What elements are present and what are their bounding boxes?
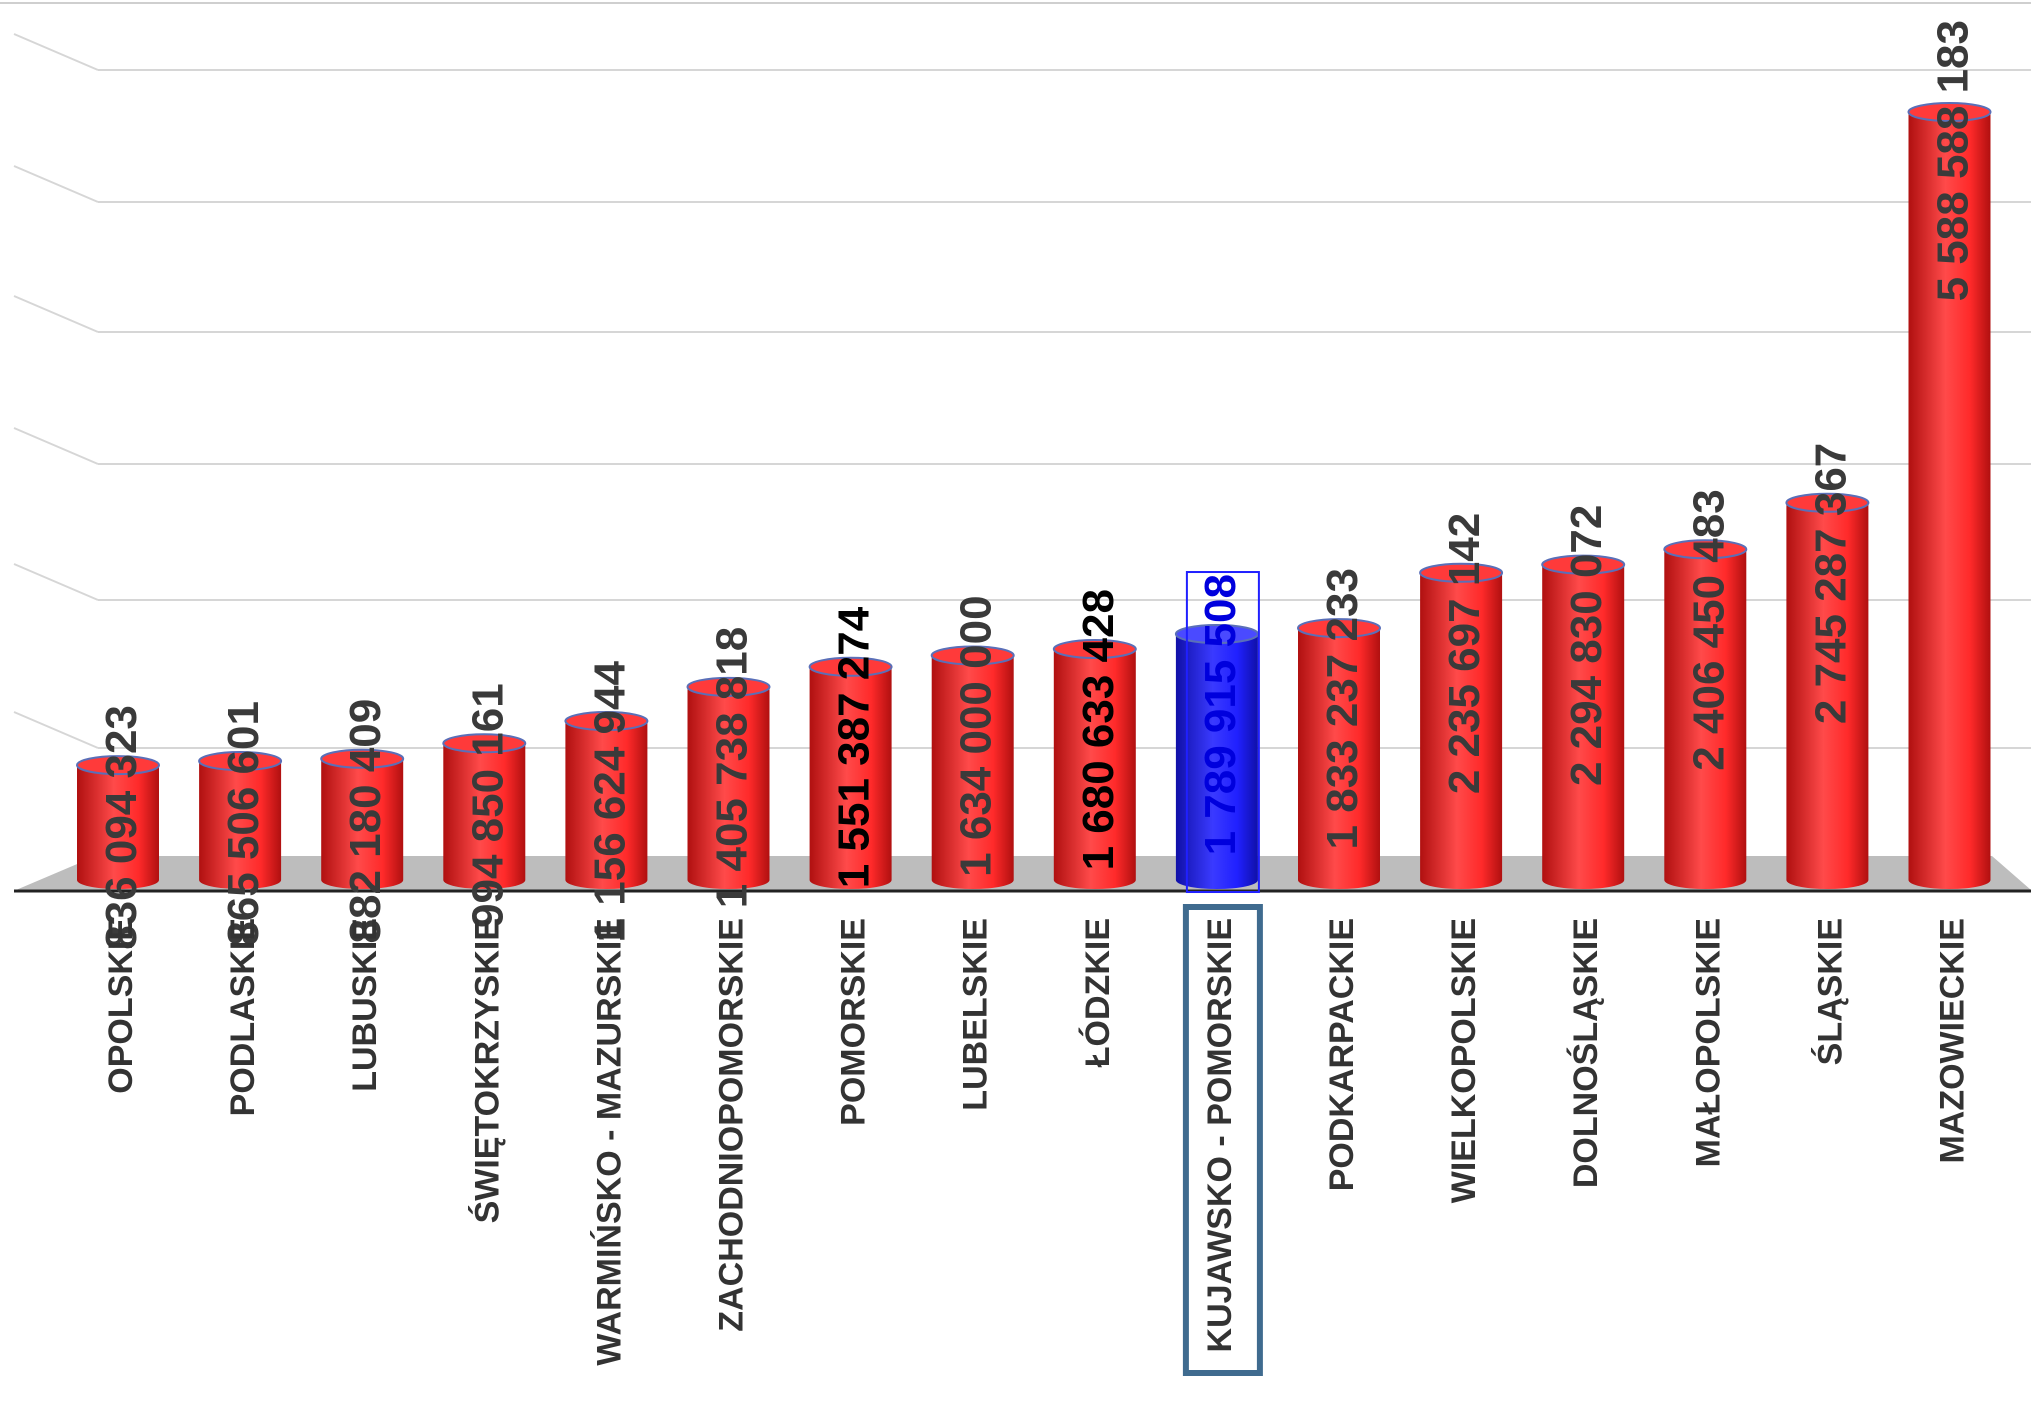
bar-7 [808, 656, 893, 889]
gridline-side [13, 711, 99, 749]
category-label-14: MAŁOPOLSKIE [1689, 918, 1727, 1167]
bar-body [1175, 634, 1258, 889]
category-label-5: WARMIŃSKO - MAZURSKIE [590, 918, 628, 1366]
bar-body [443, 743, 526, 889]
bar-top [1052, 639, 1137, 660]
category-label-15: ŚLĄSKIE [1811, 918, 1849, 1065]
category-label-2: PODLASKIE [224, 918, 262, 1116]
bar-top [1907, 102, 1992, 122]
bar-2 [198, 751, 283, 889]
category-label-11: PODKARPACKIE [1323, 918, 1361, 1191]
bar-16 [1907, 102, 1992, 889]
bar-12 [1419, 562, 1504, 889]
gridline-side [13, 563, 99, 601]
bar-top [198, 751, 283, 772]
bar-top [1785, 492, 1870, 513]
category-label-16: MAZOWIECKIE [1934, 918, 1972, 1164]
value-label-7: 1 551 387 274 [830, 606, 879, 888]
bar-11 [1297, 618, 1381, 889]
highlight-value-box [1185, 571, 1260, 894]
category-label-9: ŁÓDZKIE [1079, 918, 1117, 1067]
bar-body [321, 758, 404, 889]
bar-3 [320, 748, 405, 889]
gridline-side [13, 295, 99, 333]
bar-layer [76, 102, 1992, 889]
bar-10 [1174, 624, 1259, 889]
value-label-layer: 836 094 323 865 506 601 882 180 409 994 850… [97, 20, 1978, 950]
value-label-5: 1 156 624 944 [585, 661, 634, 943]
bar-5 [564, 711, 649, 889]
value-label-14: 2 406 450 483 [1684, 489, 1733, 770]
gridline-side [13, 33, 99, 71]
value-label-13: 2 294 830 072 [1562, 505, 1611, 786]
bar-body [1542, 564, 1625, 889]
bar-top [320, 748, 405, 769]
bar-body [199, 761, 282, 889]
category-label-8: LUBELSKIE [957, 918, 995, 1111]
bar-top [930, 645, 1015, 666]
value-label-15: 2 745 287 367 [1806, 443, 1855, 724]
bar-8 [930, 645, 1015, 889]
bar-body [1664, 549, 1747, 889]
bar-body [1786, 502, 1869, 889]
bar-6 [686, 676, 771, 889]
value-label-4: 994 850 161 [463, 683, 512, 928]
bar-body [77, 765, 159, 889]
category-label-6: ZACHODNIOPOMORSKIE [713, 918, 751, 1332]
category-label-layer: OPOLSKIE PODLASKIE LUBUSKIE ŚWIĘTOKRZYSKIE W… [102, 904, 1972, 1376]
bar-body [931, 655, 1014, 889]
value-label-2: 865 506 601 [219, 701, 268, 946]
bar-body [1420, 572, 1503, 889]
bar-top [1663, 539, 1748, 560]
bar-body [1053, 649, 1136, 889]
bar-top [442, 733, 527, 754]
bar-1 [76, 755, 160, 889]
bar-top [1297, 618, 1381, 639]
value-label-16: 5 588 588 183 [1929, 20, 1978, 301]
gridline-side [13, 165, 99, 203]
bar-body [1298, 628, 1380, 889]
value-label-10: 1 789 915 508 [1196, 574, 1245, 855]
bar-top [76, 755, 160, 776]
bar-13 [1541, 554, 1626, 889]
category-label-10: KUJAWSKO - POMORSKIE [1201, 918, 1239, 1352]
value-label-12: 2 235 697 142 [1440, 513, 1489, 794]
bar-body [565, 721, 648, 889]
value-label-8: 1 634 000 000 [952, 595, 1001, 876]
grid-layer [0, 2, 2031, 749]
category-label-12: WIELKOPOLSKIE [1445, 918, 1483, 1203]
bar-top [564, 711, 649, 732]
bar-top [686, 676, 771, 697]
value-label-1: 836 094 323 [97, 705, 146, 950]
category-label-3: LUBUSKIE [346, 918, 384, 1092]
value-label-9: 1 680 633 428 [1074, 589, 1123, 870]
gridline-side [13, 427, 99, 465]
category-label-4: ŚWIĘTOKRZYSKIE [468, 918, 506, 1223]
bar-body [809, 666, 892, 889]
bar-top [1541, 554, 1626, 575]
bar-9 [1052, 639, 1137, 889]
bar-body [687, 686, 770, 889]
category-label-1: OPOLSKIE [102, 918, 140, 1094]
bar-15 [1785, 492, 1870, 889]
value-label-11: 1 833 237 233 [1318, 568, 1367, 849]
highlight-category-box [1182, 904, 1263, 1376]
bar-14 [1663, 539, 1748, 889]
value-label-6: 1 405 738 818 [708, 627, 757, 908]
bar-body [1908, 112, 1991, 889]
category-label-7: POMORSKIE [835, 918, 873, 1126]
bar-top [1419, 562, 1504, 583]
value-label-3: 882 180 409 [341, 699, 390, 944]
category-label-13: DOLNOŚLĄSKIE [1567, 918, 1605, 1188]
bar-top [808, 656, 893, 677]
bar-4 [442, 733, 527, 889]
